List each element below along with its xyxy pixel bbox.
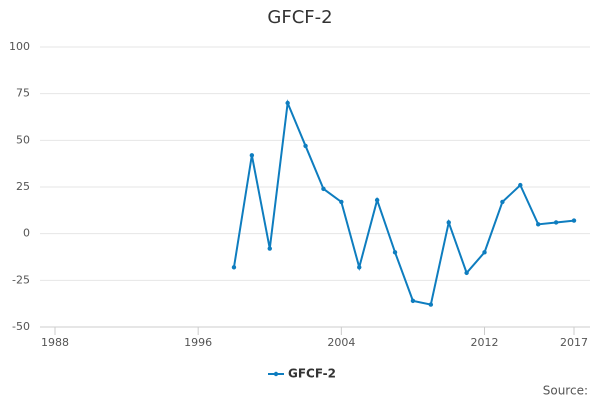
point: [553, 220, 559, 225]
y-tick-label: 25: [16, 180, 30, 193]
point: [339, 199, 344, 205]
point: [321, 186, 326, 192]
point: [464, 270, 469, 276]
x-tick-label: 2012: [471, 336, 499, 349]
point: [267, 246, 272, 251]
point: [536, 222, 541, 227]
y-tick-label: -25: [12, 273, 30, 286]
y-tick-label: -50: [12, 320, 30, 333]
y-tick-label: 75: [16, 87, 30, 100]
legend-marker: [273, 371, 279, 377]
point: [571, 218, 577, 223]
x-tick-label: 1996: [184, 336, 212, 349]
source: Source:: [543, 384, 588, 398]
point: [446, 220, 451, 225]
point: [482, 250, 487, 255]
y-tick-label: 0: [23, 227, 30, 240]
chart-title: GFCF-2: [267, 7, 332, 28]
x-tick-label: 2004: [327, 336, 355, 349]
y-tick-label: 100: [9, 40, 30, 53]
point: [518, 182, 523, 188]
point: [249, 153, 255, 158]
y-tick-label: 50: [16, 133, 30, 146]
point: [410, 298, 416, 304]
point: [500, 199, 505, 205]
point: [303, 143, 308, 149]
point: [357, 265, 362, 270]
x-tick-label: 2017: [560, 336, 588, 349]
legend-label: GFCF-2: [288, 367, 336, 381]
point: [231, 265, 237, 270]
point: [285, 100, 290, 106]
point: [392, 250, 398, 255]
point: [428, 302, 434, 307]
point: [374, 197, 380, 203]
line: [232, 99, 575, 306]
x-tick-label: 1988: [41, 336, 69, 349]
